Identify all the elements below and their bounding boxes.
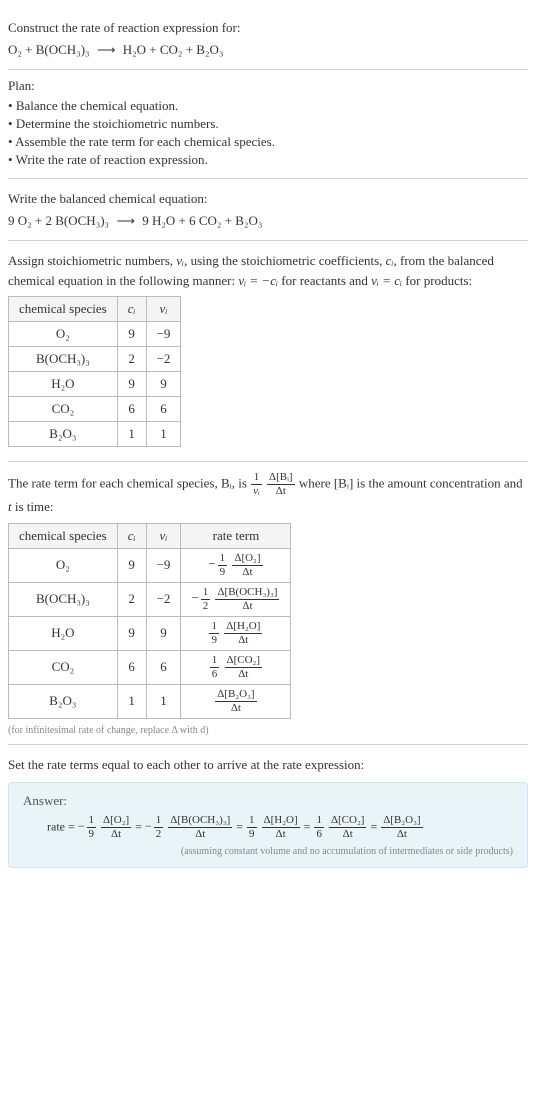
balanced-lhs: 9 O₂ + 2 B(OCH₃)₃: [8, 213, 109, 228]
balanced-section: Write the balanced chemical equation: 9 …: [8, 179, 528, 241]
table-row: CO₂66 16 Δ[CO₂]Δt: [9, 650, 291, 684]
table-row: B(OCH₃)₃2−2: [9, 347, 181, 372]
plan-section: Plan: Balance the chemical equation. Det…: [8, 70, 528, 179]
plan-list: Balance the chemical equation. Determine…: [8, 98, 528, 168]
col-nu: νᵢ: [146, 523, 181, 548]
plan-item: Assemble the rate term for each chemical…: [8, 134, 528, 150]
rate-expression: rate = −19 Δ[O₂]Δt = −12 Δ[B(OCH₃)₃]Δt =…: [47, 815, 513, 840]
intro-rhs: H₂O + CO₂ + B₂O₃: [123, 42, 224, 57]
balanced-equation: 9 O₂ + 2 B(OCH₃)₃ ⟶ 9 H₂O + 6 CO₂ + B₂O₃: [8, 211, 528, 231]
final-heading: Set the rate terms equal to each other t…: [8, 755, 528, 775]
table-row: CO₂66: [9, 397, 181, 422]
final-section: Set the rate terms equal to each other t…: [8, 745, 528, 877]
table-row: O₂9−9: [9, 322, 181, 347]
inline-fraction: Δ[Bᵢ]Δt: [267, 472, 295, 497]
rateterm-heading: The rate term for each chemical species,…: [8, 472, 528, 517]
rateterm-section: The rate term for each chemical species,…: [8, 462, 528, 745]
intro-heading: Construct the rate of reaction expressio…: [8, 18, 528, 38]
answer-label: Answer:: [23, 793, 513, 809]
table-row: H₂O99 19 Δ[H₂O]Δt: [9, 616, 291, 650]
stoich-table: chemical species cᵢ νᵢ O₂9−9 B(OCH₃)₃2−2…: [8, 296, 181, 447]
table-row: B(OCH₃)₃2−2 −12 Δ[B(OCH₃)₃]Δt: [9, 582, 291, 616]
table-header-row: chemical species cᵢ νᵢ: [9, 297, 181, 322]
table-header-row: chemical species cᵢ νᵢ rate term: [9, 523, 291, 548]
table-row: B₂O₃11: [9, 422, 181, 447]
col-species: chemical species: [9, 523, 118, 548]
table-row: H₂O99: [9, 372, 181, 397]
intro-equation: O₂ + B(OCH₃)₃ ⟶ H₂O + CO₂ + B₂O₃: [8, 40, 528, 60]
answer-box: Answer: rate = −19 Δ[O₂]Δt = −12 Δ[B(OCH…: [8, 782, 528, 868]
plan-item: Determine the stoichiometric numbers.: [8, 116, 528, 132]
plan-heading: Plan:: [8, 78, 528, 94]
col-species: chemical species: [9, 297, 118, 322]
stoich-section: Assign stoichiometric numbers, νᵢ, using…: [8, 241, 528, 462]
intro-section: Construct the rate of reaction expressio…: [8, 8, 528, 70]
col-nu: νᵢ: [146, 297, 181, 322]
col-c: cᵢ: [117, 523, 146, 548]
table-row: B₂O₃11 Δ[B₂O₃]Δt: [9, 684, 291, 718]
arrow-icon: ⟶: [93, 42, 120, 57]
answer-note: (assuming constant volume and no accumul…: [23, 846, 513, 857]
plan-item: Write the rate of reaction expression.: [8, 152, 528, 168]
plan-item: Balance the chemical equation.: [8, 98, 528, 114]
inline-fraction: 1νᵢ: [251, 472, 262, 497]
intro-lhs: O₂ + B(OCH₃)₃: [8, 42, 90, 57]
col-rateterm: rate term: [181, 523, 291, 548]
rateterm-note: (for infinitesimal rate of change, repla…: [8, 725, 528, 736]
arrow-icon: ⟶: [112, 213, 139, 228]
balanced-rhs: 9 H₂O + 6 CO₂ + B₂O₃: [142, 213, 262, 228]
table-row: O₂9−9 −19 Δ[O₂]Δt: [9, 548, 291, 582]
col-c: cᵢ: [117, 297, 146, 322]
stoich-heading: Assign stoichiometric numbers, νᵢ, using…: [8, 251, 528, 290]
rateterm-table: chemical species cᵢ νᵢ rate term O₂9−9 −…: [8, 523, 291, 719]
balanced-heading: Write the balanced chemical equation:: [8, 189, 528, 209]
